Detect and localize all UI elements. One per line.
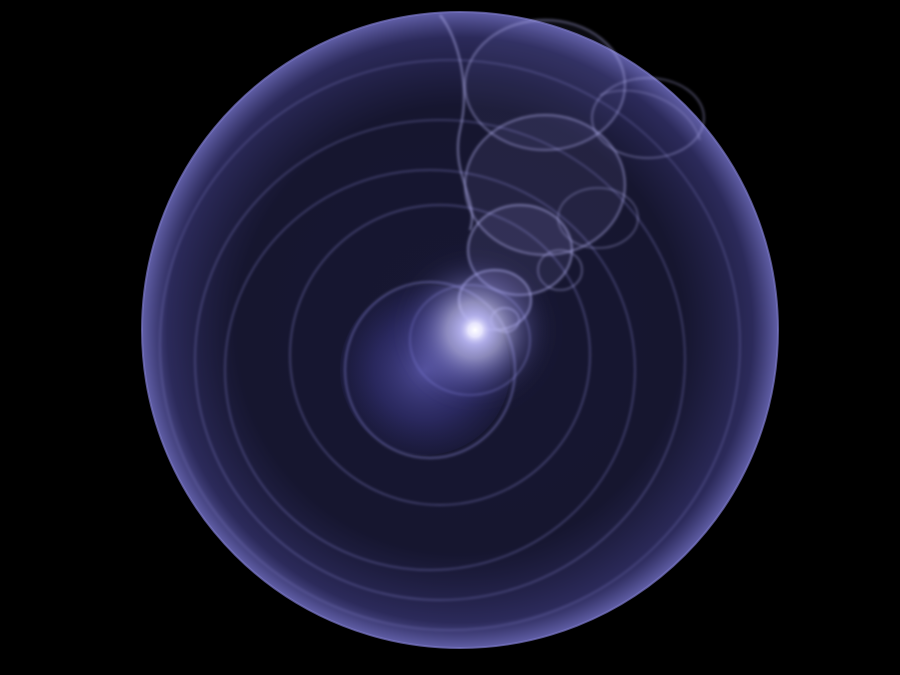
core-highlight <box>447 302 503 358</box>
